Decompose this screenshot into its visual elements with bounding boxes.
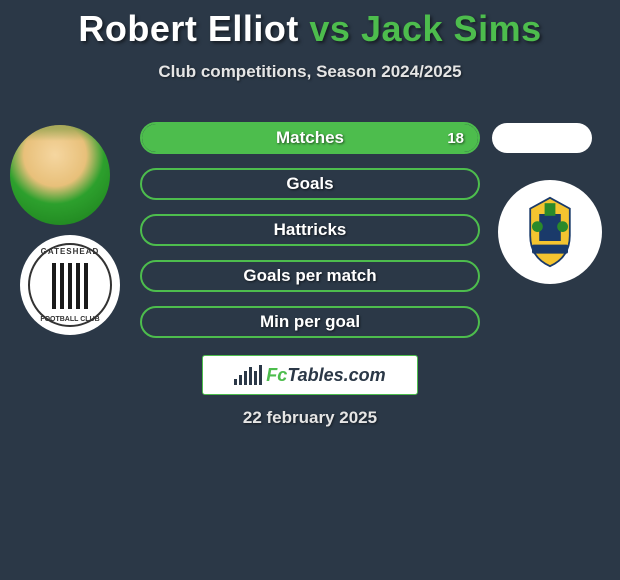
club-left-bottom-text: FOOTBALL CLUB [30,316,110,323]
stat-label: Goals [286,174,333,194]
player1-name: Robert Elliot [78,8,299,49]
player2-club-badge [498,180,602,284]
stat-label: Goals per match [243,266,376,286]
stat-label: Min per goal [260,312,360,332]
brand-prefix: Fc [266,365,287,385]
player2-name: Jack Sims [361,8,542,49]
club-badge-inner: GATESHEAD FOOTBALL CLUB [28,243,112,327]
player2-avatar-placeholder [492,123,592,153]
stat-row: Min per goal [140,306,480,338]
stat-row: Matches 18 [140,122,480,154]
player1-club-badge: GATESHEAD FOOTBALL CLUB [20,235,120,335]
brand-icon-bar [259,365,262,385]
stat-label: Hattricks [274,220,347,240]
brand-suffix: Tables.com [287,365,385,385]
club-left-stripes [52,263,92,309]
stat-label: Matches [276,128,344,148]
brand-text: FcTables.com [266,365,385,386]
brand-chart-icon [234,365,262,385]
brand-icon-bar [244,371,247,385]
stat-row: Hattricks [140,214,480,246]
club-right-crest-icon [505,187,595,277]
comparison-title: Robert Elliot vs Jack Sims [0,0,620,50]
stat-row: Goals [140,168,480,200]
date-text: 22 february 2025 [0,408,620,428]
brand-box: FcTables.com [202,355,418,395]
club-left-top-text: GATESHEAD [30,247,110,256]
player1-avatar [10,125,110,225]
brand-icon-bar [254,371,257,385]
brand-icon-bar [234,379,237,385]
vs-text: vs [309,8,350,49]
stats-bars-container: Matches 18 Goals Hattricks Goals per match Mi… [140,122,480,352]
brand-icon-bar [239,375,242,385]
brand-icon-bar [249,367,252,385]
subtitle-text: Club competitions, Season 2024/2025 [0,62,620,82]
stat-row: Goals per match [140,260,480,292]
stat-value-right: 18 [447,130,464,147]
